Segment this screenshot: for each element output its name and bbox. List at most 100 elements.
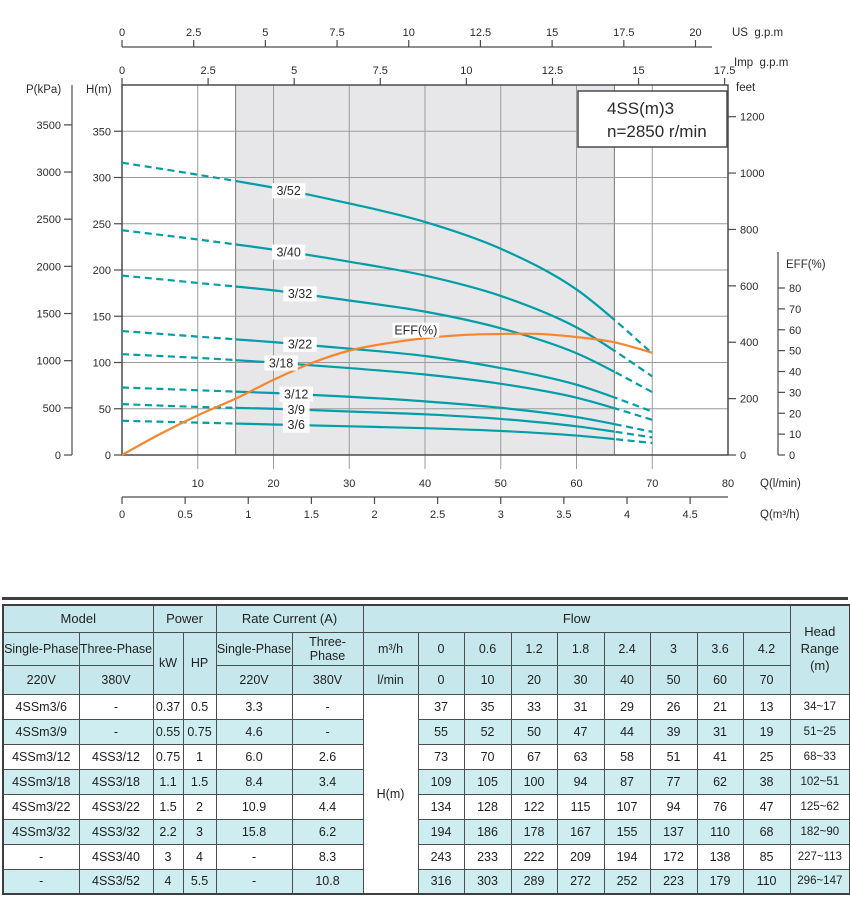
cell-model-three-phase: 4SS3/40 <box>78 843 154 870</box>
p-axis-tick-label: 3000 <box>37 167 61 179</box>
p-axis-tick-label: 3500 <box>37 120 61 132</box>
header-flow-lmin-value: 40 <box>603 664 651 695</box>
eff-axis-tick-label: 30 <box>789 387 801 399</box>
pump-spec-table: Model Power Rate Current (A) Flow Head Range(… <box>2 604 850 895</box>
cell-amp-single-phase: 15.8 <box>215 818 293 845</box>
cell-model-single-phase: 4SSm3/9 <box>2 718 80 745</box>
curve-label-3/22: 3/22 <box>288 338 312 352</box>
cell-head-value: 47 <box>742 793 791 820</box>
header-amp-single-voltage: 220V <box>215 664 293 695</box>
cell-amp-three-phase: 4.4 <box>291 793 364 820</box>
us-gpm-tick-label: 0 <box>119 27 125 39</box>
header-flow-m3h-value: 2.4 <box>603 631 651 666</box>
pump-curve-3/52 <box>235 179 615 322</box>
cell-model-single-phase: - <box>2 843 80 870</box>
table-row: 4SSm3/12 4SS3/12 0.75 1 6.0 2.6 73 70 67 63 58 51 41… <box>2 743 850 770</box>
h-axis-tick-label: 250 <box>93 219 111 231</box>
h-axis-tick-label: 200 <box>93 265 111 277</box>
header-flow-lmin-value: 30 <box>556 664 605 695</box>
q-lmin-tick-label: 40 <box>419 478 431 490</box>
cell-amp-single-phase: 3.3 <box>215 693 293 720</box>
h-axis-tick-label: 100 <box>93 358 111 370</box>
cell-head-value: 137 <box>649 818 698 845</box>
cell-amp-three-phase: 2.6 <box>291 743 364 770</box>
cell-head-value: 77 <box>649 768 698 795</box>
cell-kw: 2.2 <box>152 818 184 845</box>
header-rate-current: Rate Current (A) <box>215 604 364 633</box>
header-amp-three-voltage: 380V <box>291 664 364 695</box>
cell-head-value: 233 <box>463 843 512 870</box>
cell-kw: 0.37 <box>152 693 184 720</box>
cell-head-value: 63 <box>556 743 605 770</box>
us-gpm-tick-label: 12.5 <box>470 27 491 39</box>
cell-head-value: 289 <box>510 868 558 895</box>
header-model-three-phase: Three-Phase <box>78 631 154 666</box>
curve-label-bg-3/9 <box>282 402 310 418</box>
q-m3h-tick-label: 0 <box>119 509 125 521</box>
cell-model-single-phase: 4SSm3/12 <box>2 743 80 770</box>
table-header-row-1: Model Power Rate Current (A) Flow Head Range(… <box>2 604 850 695</box>
cell-hp: 2 <box>182 793 217 820</box>
feet-axis-tick-label: 0 <box>740 450 746 462</box>
cell-head-value: 76 <box>696 793 744 820</box>
cell-amp-single-phase: 10.9 <box>215 793 293 820</box>
header-hp: HP <box>182 631 217 695</box>
cell-amp-three-phase: 6.2 <box>291 818 364 845</box>
cell-model-three-phase: 4SS3/52 <box>78 868 154 895</box>
cell-head-value: 21 <box>696 693 744 720</box>
cell-head-value: 35 <box>463 693 512 720</box>
eff-axis-tick-label: 10 <box>789 429 801 441</box>
cell-head-range: 227~113 <box>789 843 850 870</box>
header-model: Model <box>2 604 154 633</box>
feet-axis-label: feet <box>736 82 756 94</box>
us-gpm-tick-label: 20 <box>689 27 701 39</box>
us-gpm-tick-label: 7.5 <box>329 27 344 39</box>
pump-curve-3/9 <box>235 406 615 433</box>
cell-head-value: 33 <box>510 693 558 720</box>
cell-hp: 1.5 <box>182 768 217 795</box>
cell-head-value: 38 <box>742 768 791 795</box>
curve-label-3/6: 3/6 <box>288 418 305 432</box>
p-axis-tick-label: 2500 <box>37 214 61 226</box>
cell-head-value: 138 <box>696 843 744 870</box>
header-flow-lmin-value: 60 <box>696 664 744 695</box>
header-flow-m3h-value: 0.6 <box>463 631 512 666</box>
q-lmin-tick-label: 50 <box>495 478 507 490</box>
cell-head-value: 37 <box>417 693 465 720</box>
cell-head-range: 296~147 <box>789 868 850 895</box>
q-m3h-tick-label: 1.5 <box>304 509 319 521</box>
header-flow-m3h-value: 3 <box>649 631 698 666</box>
h-axis-tick-label: 50 <box>99 404 111 416</box>
pump-curve-3/40 <box>235 243 615 352</box>
header-power: Power <box>152 604 217 633</box>
curve-label-3/12: 3/12 <box>284 387 308 401</box>
table-body: 4SSm3/6-0.37 0.5 3.3- H(m) 37 35 33 31 29 26 21 13 3… <box>2 693 850 895</box>
header-flow-lmin-value: 0 <box>417 664 465 695</box>
h-axis-tick-label: 350 <box>93 126 111 138</box>
q-lmin-axis-label: Q(l/min) <box>760 478 801 490</box>
cell-head-value: 52 <box>463 718 512 745</box>
cell-head-value: 172 <box>649 843 698 870</box>
curve-label-3/32: 3/32 <box>288 287 312 301</box>
cell-amp-single-phase: 4.6 <box>215 718 293 745</box>
cell-amp-three-phase: - <box>291 693 364 720</box>
cell-amp-three-phase: 3.4 <box>291 768 364 795</box>
curve-label-bg-3/52 <box>271 183 306 199</box>
header-flow-unit-lmin: l/min <box>362 664 419 695</box>
cell-model-three-phase: 4SS3/18 <box>78 768 154 795</box>
header-flow-m3h-value: 0 <box>417 631 465 666</box>
table-header-row-3: 220V 380V 220V 380V l/min 0 10 20 30 40 50 60 70 <box>2 664 850 695</box>
pump-performance-chart-svg: 0 2.5 5 7.5 10 12.5 15 17.5 20 US g.p.m0 2.5 5 7.5 10… <box>26 27 826 521</box>
cell-head-value: 155 <box>603 818 651 845</box>
q-m3h-tick-label: 4.5 <box>682 509 697 521</box>
cell-model-three-phase: - <box>78 693 154 720</box>
cell-head-value: 272 <box>556 868 605 895</box>
eff-axis-tick-label: 60 <box>789 325 801 337</box>
cell-amp-single-phase: 8.4 <box>215 768 293 795</box>
cell-head-value: 87 <box>603 768 651 795</box>
cell-head-value: 70 <box>463 743 512 770</box>
feet-axis-tick-label: 400 <box>740 337 758 349</box>
eff-axis-tick-label: 50 <box>789 346 801 358</box>
table-row: -4SS3/40 3 4-8.3 243 233 222 209 194 172 138 85 227… <box>2 843 850 870</box>
feet-axis-tick-label: 800 <box>740 224 758 236</box>
